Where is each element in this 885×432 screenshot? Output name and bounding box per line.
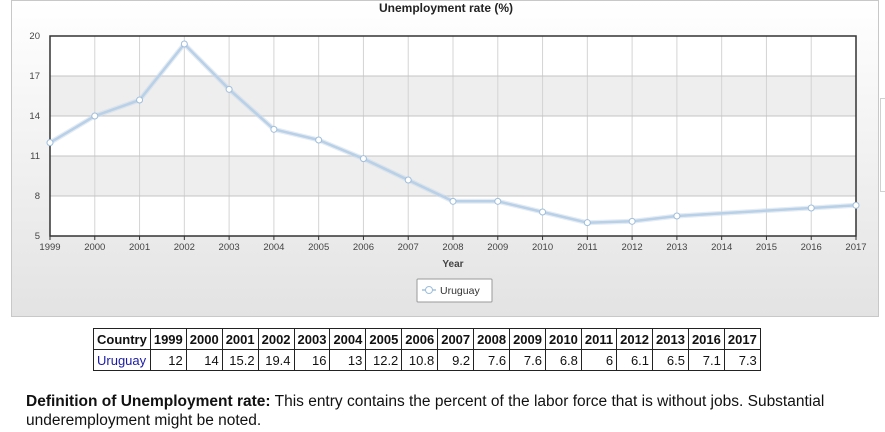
x-tick-label: 2009 [487, 242, 508, 253]
data-point [673, 212, 681, 220]
table-cell-value: 7.6 [509, 349, 546, 371]
table-cell-value: 13 [329, 349, 367, 371]
x-tick-label: 2010 [532, 242, 553, 253]
x-tick-label: 2017 [845, 242, 866, 253]
unemployment-chart: Unemployment rate (%) 5 8 11 14 17 20 1999 2000… [29, 1, 867, 303]
table-cell-value: 6.8 [544, 349, 582, 371]
table-cell-value: 12.2 [365, 349, 403, 371]
data-point [494, 197, 502, 205]
table-header-year: 2004 [329, 328, 367, 350]
table-cell-value: 16 [293, 349, 331, 371]
y-tick-label: 5 [35, 231, 40, 242]
y-tick-label: 11 [30, 151, 40, 162]
data-point [225, 85, 233, 93]
data-point [136, 96, 144, 104]
table-country-link[interactable]: Uruguay [93, 349, 151, 371]
table-header-year: 2016 [687, 328, 725, 350]
table-header-year: 2007 [437, 328, 475, 350]
table-header-row: Country 1999 2000 2001 2002 2003 2004 2005 2006… [93, 328, 761, 350]
y-tick-label: 8 [35, 191, 40, 202]
x-tick-label: 2002 [174, 242, 195, 253]
x-tick-label: 2013 [666, 242, 687, 253]
x-tick-label: 2011 [577, 242, 597, 253]
table-header-year: 2003 [293, 328, 331, 350]
x-axis-label: Year [442, 259, 463, 270]
x-tick-label: 2000 [84, 242, 105, 253]
data-point [628, 217, 636, 225]
table-header-year: 2005 [365, 328, 403, 350]
table-header-year: 2006 [401, 328, 439, 350]
side-tab [880, 98, 885, 192]
table-cell-value: 12 [149, 349, 187, 371]
x-tick-label: 2003 [219, 242, 240, 253]
x-tick-label: 2005 [308, 242, 329, 253]
legend-box [416, 278, 493, 303]
data-point [539, 208, 547, 216]
table-cell-value: 6 [580, 349, 618, 371]
table-cell-value: 19.4 [257, 349, 295, 371]
table-cell-value: 6.5 [652, 349, 689, 371]
y-tick-label: 17 [29, 71, 40, 82]
table-header-year: 2010 [544, 328, 582, 350]
table-cell-value: 9.2 [437, 349, 475, 371]
table-header-year: 2000 [185, 328, 223, 350]
data-point [449, 197, 457, 205]
plot-area: 5 8 11 14 17 20 1999 2000 2001 2002 2003 2004 2005 20… [29, 31, 866, 253]
data-table: Country 1999 2000 2001 2002 2003 2004 2005 2006… [93, 328, 761, 371]
table-cell-value: 6.1 [616, 349, 654, 371]
data-point [315, 136, 323, 144]
data-point [807, 204, 815, 212]
x-tick-label: 2007 [398, 242, 419, 253]
x-tick-label: 2004 [263, 242, 284, 253]
data-point [180, 40, 188, 48]
table-cell-value: 7.1 [687, 349, 725, 371]
legend-series-label: Uruguay [440, 285, 480, 297]
x-tick-label: 2014 [711, 242, 732, 253]
definition-body: This entry contains the percent of the l… [26, 393, 825, 429]
data-point [852, 201, 860, 209]
table-header-year: 2009 [509, 328, 546, 350]
table-header-year: 2011 [580, 328, 618, 350]
data-point [91, 112, 99, 120]
x-tick-label: 2015 [756, 242, 777, 253]
data-point [46, 139, 54, 147]
table-cell-value: 7.6 [473, 349, 511, 371]
x-tick-label: 2012 [622, 242, 643, 253]
table-header-year: 2008 [473, 328, 511, 350]
table-cell-value: 15.2 [221, 349, 259, 371]
data-point [359, 155, 367, 163]
x-tick-label: 2016 [801, 242, 822, 253]
x-tick-label: 2008 [442, 242, 463, 253]
x-tick-label: 2006 [353, 242, 374, 253]
data-point [270, 125, 278, 133]
x-tick-label: 2001 [129, 242, 150, 253]
table-header-country: Country [93, 328, 151, 350]
chart-title: Unemployment rate (%) [379, 1, 513, 15]
table-header-year: 2013 [652, 328, 689, 350]
definition-label: Definition of Unemployment rate: [26, 393, 271, 410]
table-cell-value: 7.3 [723, 349, 761, 371]
y-tick-label: 20 [29, 31, 40, 42]
table-header-year: 2017 [723, 328, 761, 350]
table-cell-value: 10.8 [401, 349, 439, 371]
table-header-year: 2002 [257, 328, 295, 350]
table-header-year: 1999 [149, 328, 187, 350]
y-tick-label: 14 [29, 111, 40, 122]
table-header-year: 2001 [221, 328, 259, 350]
data-point [404, 176, 412, 184]
legend[interactable]: Uruguay [416, 278, 493, 303]
definition-text: Definition of Unemployment rate: This en… [26, 392, 866, 430]
legend-series-marker [425, 286, 433, 294]
table-row: Uruguay 12 14 15.2 19.4 16 13 12.2 10.8 9.2 7.6 7.… [93, 349, 761, 371]
x-tick-label: 1999 [39, 242, 60, 253]
table-cell-value: 14 [185, 349, 223, 371]
table-header-year: 2012 [616, 328, 654, 350]
data-point [583, 219, 591, 227]
